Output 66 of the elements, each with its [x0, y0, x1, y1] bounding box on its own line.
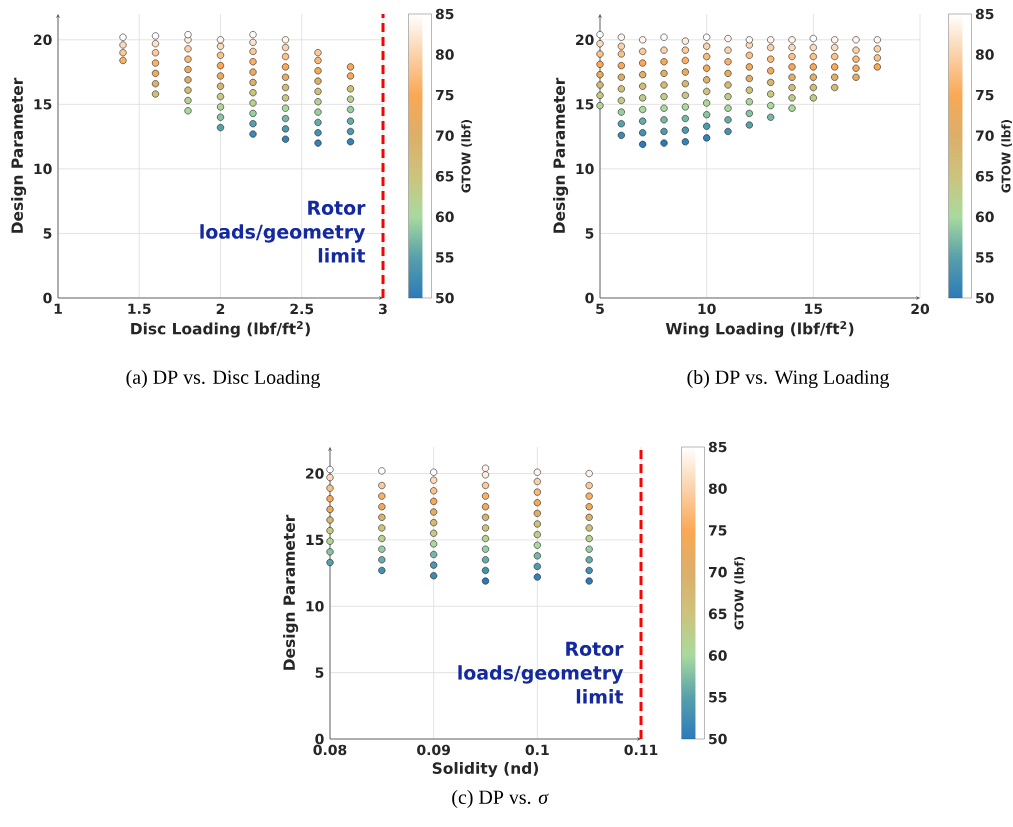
- text: (b) DP vs. Wing Loading: [687, 369, 890, 389]
- x-tick-label: 1: [54, 303, 62, 314]
- y-tick-label: 5: [43, 228, 52, 239]
- color-bar-label: 85: [435, 8, 454, 20]
- color-bar-label: 60: [975, 211, 994, 223]
- y-tick-label: 15: [576, 99, 594, 110]
- x-axis-title: Disc Loading (lbf/ft$^{2}$): [131, 321, 310, 338]
- y-axis-title: Design Parameter: [283, 514, 299, 670]
- x-tick-label: 0.08: [313, 744, 347, 756]
- color-bar-label: 55: [709, 692, 727, 703]
- color-bar-label: 75: [435, 89, 454, 101]
- color-bar-label: 55: [436, 252, 454, 263]
- color-bar-label: 70: [975, 130, 994, 141]
- color-bar-label: 55: [976, 252, 994, 263]
- y-tick-label: 10: [34, 163, 52, 175]
- color-bar-label: 75: [708, 525, 727, 536]
- ref-line-label: Rotor loads/geometry limit: [200, 200, 366, 263]
- color-bar-title: GTOW (lbf): [1001, 119, 1012, 193]
- y-tick-label: 5: [315, 667, 324, 678]
- color-bar-label: 80: [435, 49, 454, 60]
- color-bar-label: 80: [975, 49, 994, 60]
- color-bar-label: 50: [709, 733, 727, 745]
- color-bar-label: 70: [708, 566, 727, 578]
- x-tick-label: 0.1: [525, 744, 549, 756]
- y-tick-label: 0: [585, 292, 594, 304]
- text: (a) DP vs. Disc Loading: [126, 369, 321, 389]
- y-tick-label: 20: [576, 34, 594, 46]
- y-tick-label: 20: [34, 34, 52, 46]
- y-tick-label: 15: [306, 534, 324, 546]
- color-bar-label: 80: [708, 483, 727, 494]
- y-tick-label: 20: [306, 468, 324, 479]
- color-bar-label: 85: [708, 441, 727, 453]
- x-tick-label: 10: [698, 303, 716, 315]
- x-tick-label: 20: [911, 303, 930, 315]
- color-bar-label: 65: [435, 171, 454, 182]
- color-bar-label: 65: [975, 171, 994, 182]
- y-tick-label: 5: [585, 228, 594, 239]
- text: (c) DP vs. σ: [452, 789, 549, 809]
- color-bar-label: 60: [708, 650, 727, 661]
- color-bar-label: 70: [435, 130, 454, 141]
- color-bar-title: GTOW (lbf): [461, 119, 472, 193]
- y-tick-label: 10: [306, 600, 324, 612]
- x-tick-label: 3: [379, 303, 387, 315]
- color-bar-label: 75: [975, 89, 994, 101]
- y-tick-label: 0: [315, 733, 324, 745]
- x-tick-label: 2.5: [290, 303, 314, 315]
- x-tick-label: 0.11: [624, 744, 658, 756]
- x-tick-label: 0.09: [417, 744, 450, 756]
- x-tick-label: 2: [216, 303, 225, 314]
- y-axis-title: Design Parameter: [553, 77, 569, 233]
- y-tick-label: 10: [576, 163, 594, 175]
- color-bar-label: 65: [708, 608, 727, 620]
- ref-line-label: Rotor loads/geometry limit: [458, 641, 624, 704]
- color-bar-label: 60: [435, 211, 454, 223]
- y-tick-label: 0: [43, 292, 52, 304]
- x-tick-label: 15: [805, 303, 823, 315]
- x-tick-label: 1.5: [128, 303, 151, 315]
- y-axis-title: Design Parameter: [11, 77, 27, 233]
- x-axis-title: Solidity (nd): [432, 762, 539, 778]
- x-axis-title: Wing Loading (lbf/ft$^{2}$): [665, 321, 854, 338]
- x-tick-label: 5: [596, 303, 604, 315]
- y-tick-label: 15: [34, 99, 52, 110]
- color-bar-label: 50: [976, 292, 994, 304]
- color-bar-title: GTOW (lbf): [734, 557, 745, 630]
- color-bar-label: 50: [436, 292, 454, 304]
- color-bar-label: 85: [975, 8, 994, 20]
